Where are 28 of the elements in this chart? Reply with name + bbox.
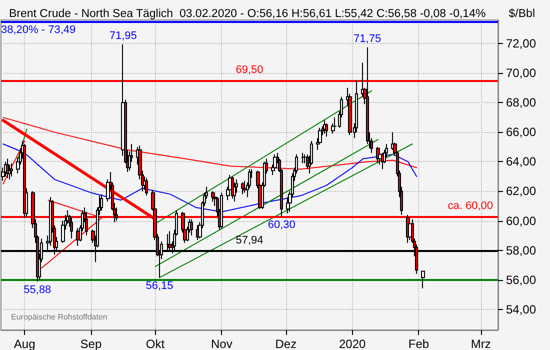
y-tick-label: 60,00 <box>506 214 536 228</box>
x-tick-label: Mrz <box>470 337 491 350</box>
x-tick-label: Feb <box>408 337 430 350</box>
annotation: 71,95 <box>109 30 137 42</box>
annotation: 55,88 <box>24 284 52 296</box>
ref-line-label: 57,94 <box>236 234 264 247</box>
ref-line-label: 69,50 <box>236 64 264 76</box>
chart-title: Brent Crude - North Sea Täglich 03.02.2020 - O:56,16 H:56,61 L:55,42 C:56,58 -0,08 -0,14% <box>9 8 486 20</box>
y-tick-label: 54,00 <box>506 302 536 316</box>
x-tick-label: 2020 <box>338 337 366 350</box>
x-tick-label: Nov <box>210 337 232 350</box>
y-tick-label: 66,00 <box>506 125 536 140</box>
y-tick-label: 62,00 <box>506 184 536 198</box>
y-tick-label: 72,00 <box>506 36 536 51</box>
annotation: 38,20% - 73,49 <box>1 24 76 36</box>
x-tick-label: Okt <box>146 337 166 350</box>
y-tick-label: 58,00 <box>506 243 536 258</box>
annotation: 60,30 <box>268 218 296 231</box>
y-tick-label: 56,00 <box>506 272 536 287</box>
ref-line-label: ca. 60,00 <box>448 200 493 212</box>
x-tick-label: Dez <box>275 337 297 350</box>
y-axis-title: $/Bbl <box>508 8 536 20</box>
annotation: 56,15 <box>146 280 174 292</box>
annotation: Europäische Rohstoffdaten <box>11 312 108 322</box>
y-tick-label: 68,00 <box>506 96 536 110</box>
annotation: 71,75 <box>354 32 382 45</box>
y-tick-label: 64,00 <box>506 154 536 169</box>
y-tick-label: 70,00 <box>506 66 536 80</box>
